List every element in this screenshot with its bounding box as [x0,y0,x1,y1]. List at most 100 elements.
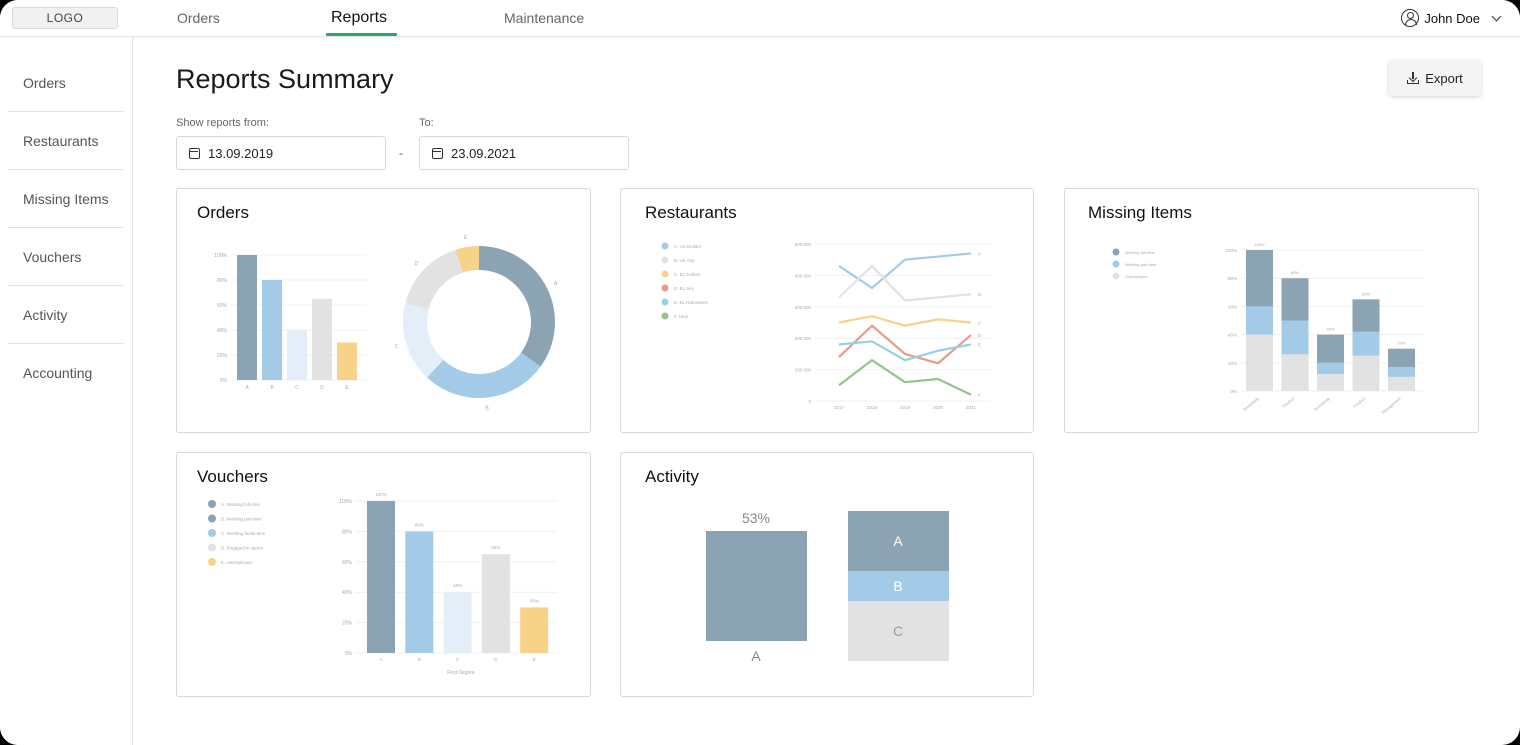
orders-chart: 0% 20% 40% 60% 80% 100% A B C D E A B C D E [214,235,558,412]
to-date-input[interactable]: 23.09.2021 [419,136,629,170]
percent-label: 53% [742,510,770,526]
slice-label: D [414,261,418,267]
legend-swatch [661,298,669,306]
legend-label: Working full-time [1125,250,1155,255]
stacked-bar-segment [1246,250,1273,307]
bar [262,280,282,380]
legend-label: E. EL Hamasters [674,300,709,305]
stacked-bar-segment [1352,331,1380,356]
x-tick-label: E [533,657,536,662]
to-date-value: 23.09.2021 [451,145,517,161]
logo[interactable]: LOGO [12,7,118,29]
stacked-bar-segment [1388,367,1415,377]
activity-chart: 53% A A B C [706,510,949,664]
stack-segment [848,571,949,601]
activity-block [706,531,807,641]
x-tick-label: D [320,385,324,391]
series-end-label: B [978,292,981,297]
y-tick-label: 80% [342,529,353,535]
series-line [838,264,972,302]
sidebar-item-restaurants[interactable]: Restaurants [8,113,124,170]
legend-label: C. Working faults-time [221,531,266,536]
sidebar-item-vouchers[interactable]: Vouchers [8,229,124,286]
nav-active-indicator [326,33,397,36]
series-end-label: C [978,321,982,326]
calendar-icon [432,147,443,159]
bar [337,342,357,380]
stacked-bar-segment [1317,374,1344,391]
x-tick-label: B [418,657,421,662]
stack-segment [848,601,949,661]
user-avatar-icon [1401,9,1420,27]
stacked-bar-segment [1317,334,1344,363]
legend-swatch [208,558,216,566]
x-tick-label: A [245,385,249,391]
card-title: Missing Items [1088,203,1192,222]
legend-label: A. US Dollars [674,244,702,249]
download-icon [1407,72,1420,84]
orders-card[interactable]: Orders 0% 20% 40% 60% 80% 100% A B C D E A B C D E [176,188,591,433]
legend-swatch [661,242,669,250]
missing-items-card[interactable]: Missing Items Working full-time Working p… [1064,188,1479,433]
stack-segment-label: C [893,623,903,639]
activity-card[interactable]: Activity 53% A A B C [620,452,1034,697]
sidebar-item-activity[interactable]: Activity [8,287,124,344]
donut-slice [403,303,444,378]
stacked-bar-segment [1388,376,1415,391]
missing-items-chart: Working full-time Working part-time Unempl… [1112,242,1425,415]
donut-slice [479,246,555,367]
bar-total-label: 30% [1397,341,1405,346]
series-end-label: A [978,251,981,256]
export-button[interactable]: Export [1389,60,1481,96]
y-tick-label: 200 000 [795,336,812,341]
card-title: Activity [645,467,699,486]
bar-value-label: 30% [530,598,539,603]
x-tick-label: 2017 [834,405,845,410]
nav-maintenance[interactable]: Maintenance [504,10,585,26]
bar [287,330,307,380]
y-tick-label: 20% [1228,361,1237,366]
y-tick-label: 0 [808,399,811,404]
chevron-down-icon [1491,11,1502,21]
legend-swatch [1112,248,1120,256]
nav-reports[interactable]: Reports [331,9,388,26]
legend-label: B. Working part-time [221,517,262,522]
restaurants-card[interactable]: Restaurants A. US Dollars B. UK Airy C. EL… [620,188,1034,433]
nav-orders[interactable]: Orders [177,10,220,26]
series-line [838,315,972,327]
bar-total-label: 65% [1362,291,1370,296]
series-end-label: F [978,393,981,398]
legend-label: Unemployed [1125,274,1147,279]
x-tick-label: E [345,385,349,391]
slice-label: E [464,235,468,241]
restaurants-chart: A. US Dollars B. UK Airy C. EL Dollars D. E… [661,242,991,410]
vouchers-card[interactable]: Vouchers A. Working full-time B. Working … [176,452,591,697]
bar-total-label: 80% [1291,270,1299,275]
legend-label: C. EL Dollars [674,272,701,277]
bar-value-label: 100% [375,492,387,497]
from-date-input[interactable]: 13.09.2019 [176,136,386,170]
stack-segment-label: B [893,578,902,594]
y-tick-label: 500 000 [795,242,812,247]
legend-swatch [1112,272,1120,280]
legend-swatch [208,514,216,523]
date-separator: - [399,146,403,160]
legend-label: F. Hnoi [674,314,688,319]
x-tick-label: Something [1313,396,1331,412]
sidebar-item-missing-items[interactable]: Missing Items [8,171,124,228]
card-title: Orders [197,203,249,222]
bar [481,554,510,653]
to-label: To: [419,117,434,129]
y-tick-label: 100 000 [795,368,812,373]
legend-label: E. Unemployed [221,560,252,565]
sidebar-item-accounting[interactable]: Accounting [23,365,93,381]
sidebar-item-orders[interactable]: Orders [8,55,124,112]
user-menu[interactable]: John Doe [1401,0,1502,36]
bar [312,298,332,380]
legend-swatch [661,312,669,320]
donut-slice [405,249,463,310]
y-tick-label: 0% [345,651,353,657]
y-tick-label: 300 000 [795,305,812,310]
series-line [838,359,972,396]
x-tick-label: C [295,385,299,391]
